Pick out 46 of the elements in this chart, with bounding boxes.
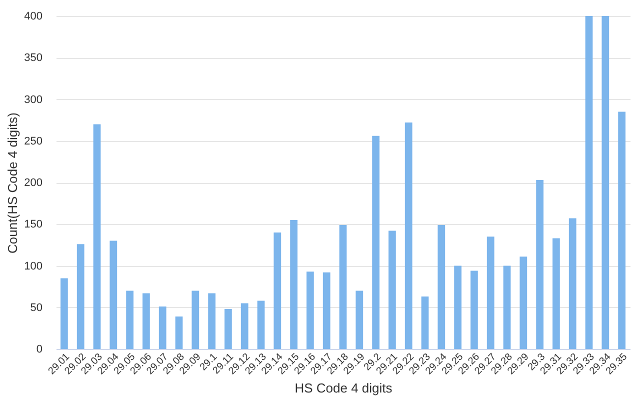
bar — [404, 122, 412, 349]
bar — [257, 300, 265, 349]
bar — [438, 224, 446, 349]
bar — [486, 236, 494, 349]
bar — [290, 220, 298, 349]
y-tick-label: 350 — [24, 52, 42, 64]
x-axis-title: HS Code 4 digits — [294, 380, 393, 396]
y-tick-label: 200 — [24, 177, 42, 189]
bar — [76, 244, 84, 349]
bar — [356, 290, 364, 349]
y-tick-label: 50 — [30, 302, 42, 314]
y-tick-label: 300 — [24, 94, 42, 106]
bar — [552, 238, 560, 349]
bar — [126, 290, 134, 349]
bar — [470, 270, 478, 349]
y-tick-label: 100 — [24, 260, 42, 272]
bar — [536, 180, 544, 349]
bar — [585, 16, 593, 349]
bar — [568, 218, 576, 349]
bar — [421, 296, 429, 349]
y-tick-label: 150 — [24, 218, 42, 231]
bar — [339, 224, 347, 349]
bar — [274, 232, 282, 349]
bar — [224, 309, 232, 349]
bar — [60, 278, 68, 349]
bar — [520, 256, 528, 349]
bar — [602, 16, 610, 349]
bar — [142, 293, 150, 349]
y-tick-label: 0 — [36, 344, 42, 356]
bar — [322, 272, 330, 349]
bar — [93, 124, 101, 349]
bar — [208, 293, 216, 349]
bar — [503, 266, 511, 349]
bar — [240, 303, 248, 349]
bar — [618, 112, 626, 349]
bar — [306, 272, 314, 349]
y-axis-title: Count(HS Code 4 digits) — [5, 112, 20, 254]
y-tick-label: 250 — [24, 135, 42, 148]
bar — [192, 290, 200, 349]
bar — [372, 136, 380, 349]
bar — [158, 306, 166, 349]
bar — [454, 266, 462, 349]
bar — [388, 230, 396, 349]
y-tick-label: 400 — [24, 10, 42, 22]
bar — [175, 316, 183, 349]
bar — [110, 240, 118, 349]
